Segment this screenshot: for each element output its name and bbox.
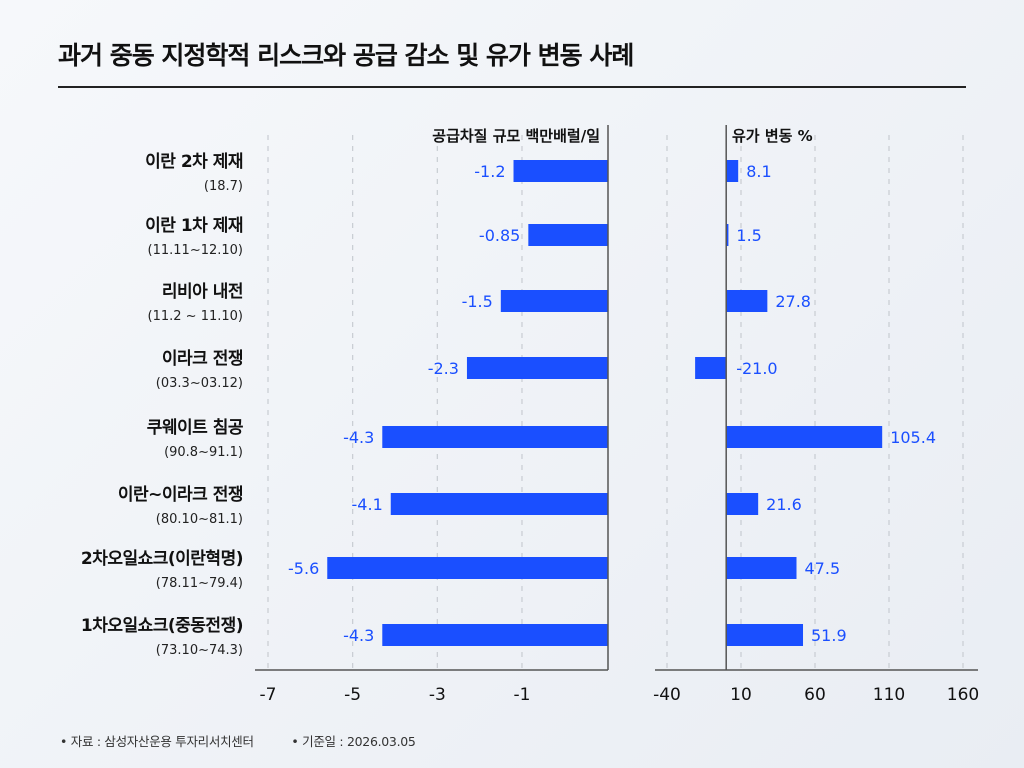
x-tick-label: 160 [947, 685, 979, 705]
title-divider [58, 86, 966, 88]
data-label: -1.5 [462, 292, 493, 311]
category-period: (18.7) [204, 179, 243, 194]
bar [726, 624, 804, 646]
bar [528, 224, 608, 246]
data-label: 1.5 [736, 226, 761, 245]
bar [382, 624, 608, 646]
data-label: -1.2 [474, 162, 505, 181]
x-tick-label: 10 [730, 685, 752, 705]
category-period: (73.10~74.3) [156, 643, 243, 658]
x-tick-label: -3 [429, 685, 446, 705]
data-label: -4.1 [352, 495, 383, 514]
category-period: (90.8~91.1) [164, 445, 243, 460]
data-label: 27.8 [775, 292, 811, 311]
data-label: -21.0 [736, 359, 777, 378]
data-label: -4.3 [343, 626, 374, 645]
category-label: 이라크 전쟁 [162, 349, 243, 369]
bar [726, 160, 739, 182]
data-label: 21.6 [766, 495, 802, 514]
chart-title: 과거 중동 지정학적 리스크와 공급 감소 및 유가 변동 사례 [58, 41, 634, 70]
bar [327, 557, 608, 579]
data-label: -2.3 [428, 359, 459, 378]
bar [726, 224, 729, 246]
category-period: (03.3~03.12) [156, 376, 243, 391]
category-label: 이란~이라크 전쟁 [118, 485, 243, 505]
bar [513, 160, 608, 182]
category-period: (11.2 ~ 11.10) [148, 309, 243, 324]
bar [695, 357, 727, 379]
data-label: 105.4 [890, 428, 936, 447]
panel-title: 유가 변동 % [732, 127, 813, 145]
data-label: 8.1 [746, 162, 771, 181]
category-label: 쿠웨이트 침공 [147, 417, 244, 438]
bar [466, 357, 608, 379]
source-note: • 자료 : 삼성자산운용 투자리서치센터 [60, 734, 254, 749]
category-label: 이란 1차 제재 [145, 216, 243, 236]
panel-title: 공급차질 규모 백만배럴/일 [432, 127, 600, 145]
x-tick-label: 60 [804, 685, 826, 705]
x-tick-label: -7 [260, 685, 277, 705]
category-period: (78.11~79.4) [156, 576, 243, 591]
category-period: (80.10~81.1) [156, 512, 243, 527]
data-label: -0.85 [479, 226, 520, 245]
bar [390, 493, 608, 515]
bar [726, 426, 883, 448]
data-label: -4.3 [343, 428, 374, 447]
date-note: • 기준일 : 2026.03.05 [291, 734, 416, 749]
footer: • 자료 : 삼성자산운용 투자리서치센터 • 기준일 : 2026.03.05 [60, 731, 450, 750]
bar [382, 426, 608, 448]
bar [500, 290, 608, 312]
bar [726, 493, 759, 515]
category-label: 2차오일쇼크(이란혁명) [81, 548, 243, 569]
data-label: 51.9 [811, 626, 847, 645]
category-label: 리비아 내전 [162, 282, 243, 302]
data-label: 47.5 [805, 559, 841, 578]
x-tick-label: -1 [514, 685, 531, 705]
data-label: -5.6 [288, 559, 319, 578]
x-tick-label: -40 [653, 685, 681, 705]
x-tick-label: -5 [344, 685, 361, 705]
bar [726, 557, 797, 579]
bar [726, 290, 768, 312]
category-label: 이란 2차 제재 [145, 152, 243, 172]
category-period: (11.11~12.10) [148, 243, 243, 258]
x-tick-label: 110 [873, 685, 905, 705]
category-label: 1차오일쇼크(중동전쟁) [81, 616, 243, 636]
